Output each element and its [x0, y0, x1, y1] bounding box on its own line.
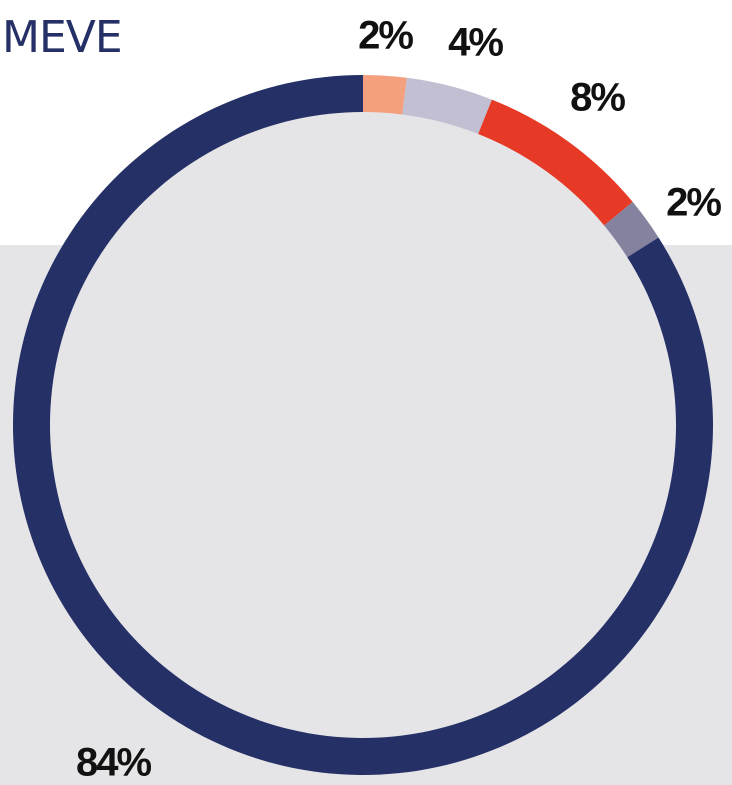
data-label: 2%: [666, 181, 721, 225]
donut-segment: [604, 201, 659, 258]
donut-segment: [402, 77, 492, 134]
donut-segment: [363, 75, 407, 115]
data-label: 84%: [76, 741, 151, 785]
chart-title: MEVE: [2, 12, 122, 63]
donut-segment: [478, 99, 633, 226]
data-label: 2%: [358, 14, 413, 58]
data-label: 4%: [448, 21, 503, 65]
donut-center: [31, 93, 695, 757]
data-label: 8%: [570, 76, 625, 120]
